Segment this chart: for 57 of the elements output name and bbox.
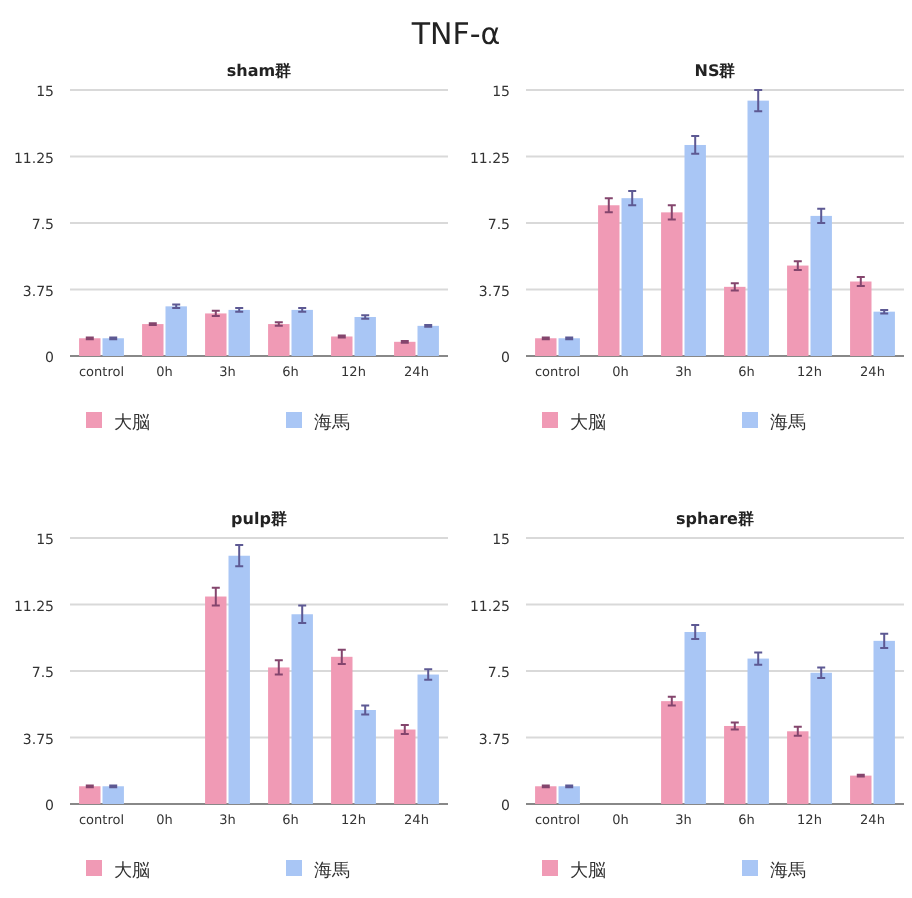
bar [417, 674, 439, 804]
chart-title: sphare群 [676, 510, 754, 528]
bar [291, 309, 313, 356]
bar [810, 215, 832, 356]
bar [79, 338, 101, 356]
bar [354, 316, 376, 356]
bar [228, 555, 250, 804]
bar [165, 306, 187, 356]
bar [354, 710, 376, 804]
bar [787, 731, 809, 804]
bar [787, 265, 809, 356]
bar [558, 786, 580, 804]
bar [535, 338, 557, 356]
legend-label: 海馬 [314, 860, 350, 882]
bar [331, 656, 353, 804]
bar [102, 338, 124, 356]
chart-title: pulp群 [231, 510, 287, 528]
bar [228, 309, 250, 356]
bar [724, 286, 746, 356]
legend-label: 大脳 [114, 412, 150, 434]
legend-label: 大脳 [570, 860, 606, 882]
bar [535, 786, 557, 804]
bar [417, 325, 439, 356]
legend-label: 大脳 [114, 860, 150, 882]
bar [621, 198, 643, 356]
bar [142, 324, 164, 356]
bar [684, 144, 706, 356]
bar [684, 631, 706, 804]
legend-label: 海馬 [770, 412, 806, 434]
bar [102, 786, 124, 804]
bar [661, 701, 683, 804]
chart-title: NS群 [694, 62, 736, 80]
bar [724, 725, 746, 804]
legend-label: 海馬 [770, 860, 806, 882]
bar [873, 311, 895, 356]
legend-label: 海馬 [314, 412, 350, 434]
bar [850, 281, 872, 356]
bar [291, 614, 313, 804]
bar [205, 313, 227, 356]
bar [850, 775, 872, 804]
bar [331, 336, 353, 356]
bar [661, 212, 683, 356]
bar [268, 667, 290, 804]
bar [268, 324, 290, 356]
bar [205, 596, 227, 804]
bar [394, 341, 416, 356]
bar [810, 672, 832, 804]
bar [558, 338, 580, 356]
chart-title: sham群 [226, 62, 292, 80]
bar [79, 786, 101, 804]
legend-label: 大脳 [570, 412, 606, 434]
bar [394, 729, 416, 804]
bar [598, 205, 620, 356]
bar [873, 640, 895, 804]
bar [747, 100, 769, 356]
text: TNF-α [409, 16, 501, 52]
bar [747, 658, 769, 804]
